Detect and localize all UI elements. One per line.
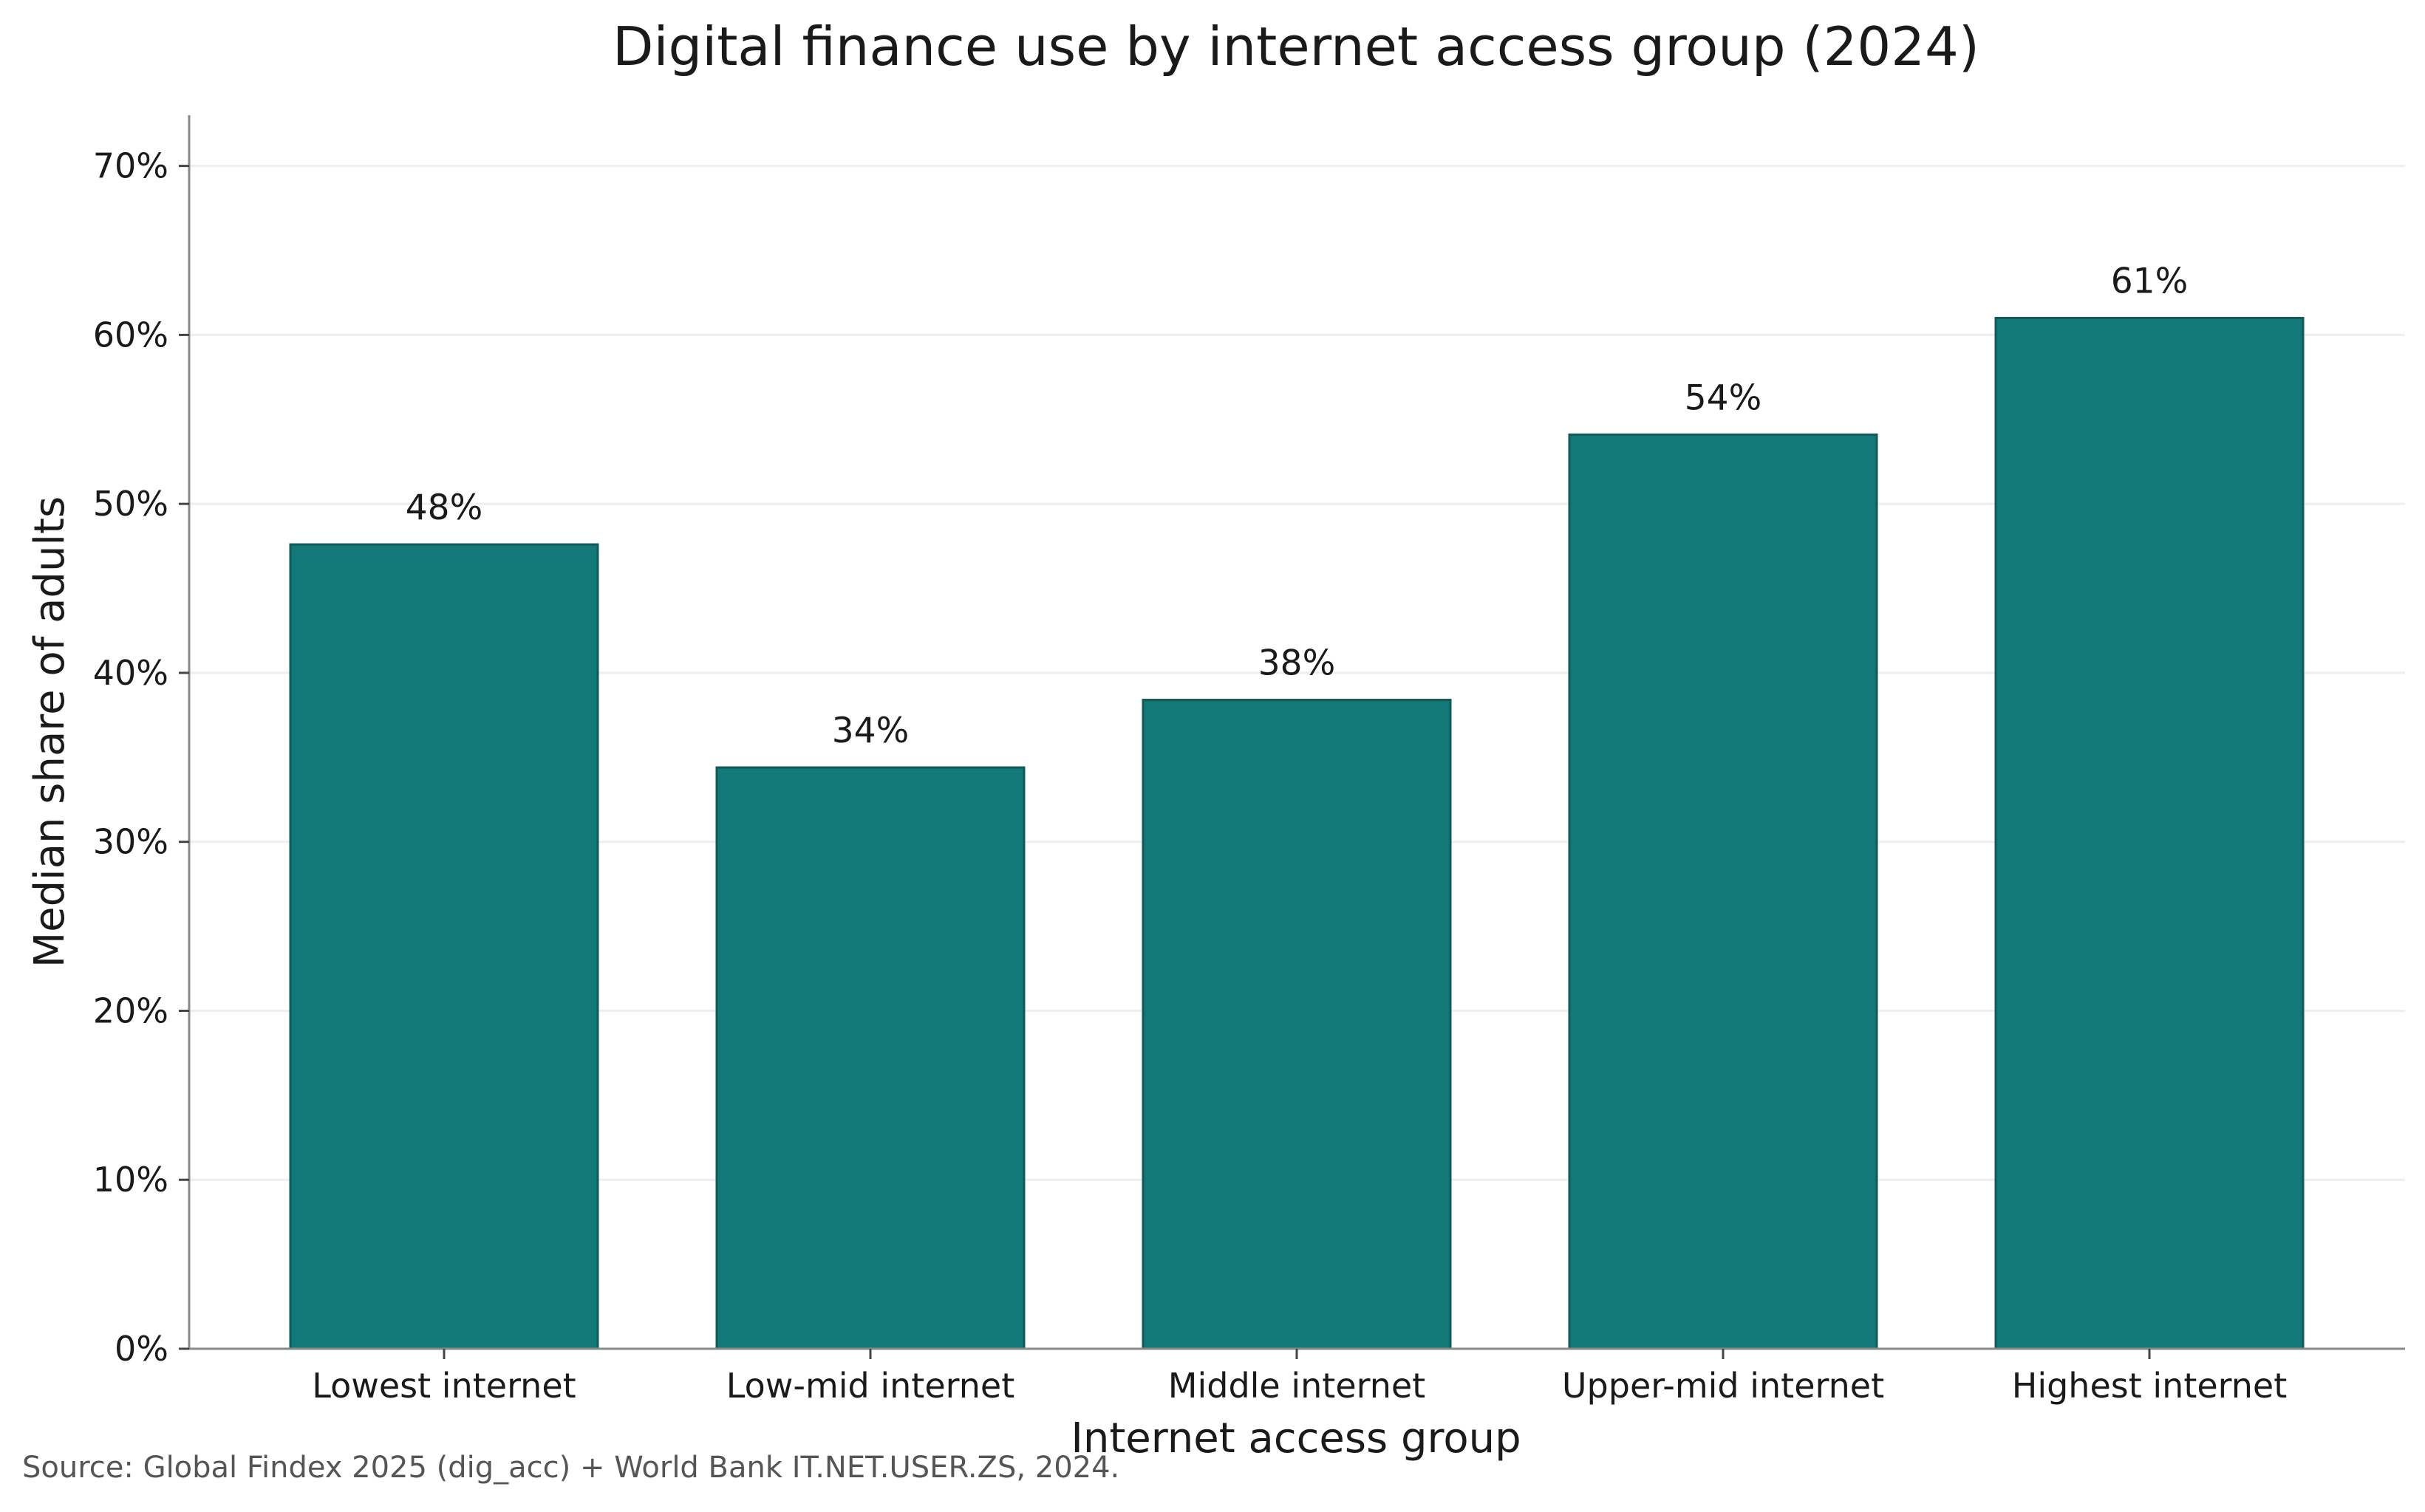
bar-value-label: 54%	[1685, 377, 1761, 418]
bar	[289, 543, 599, 1350]
x-tick-label: Upper-mid internet	[1562, 1366, 1884, 1406]
y-tick-label: 70%	[93, 146, 168, 186]
bar	[1994, 317, 2305, 1350]
y-tick-label: 40%	[93, 653, 168, 693]
x-tick-label: Lowest internet	[312, 1366, 576, 1406]
x-tick-label: Highest internet	[2012, 1366, 2288, 1406]
x-tick-label: Middle internet	[1168, 1366, 1425, 1406]
bar-value-label: 61%	[2111, 261, 2188, 302]
x-tick-label: Low-mid internet	[726, 1366, 1014, 1406]
y-tick-label: 60%	[93, 315, 168, 355]
y-axis-title: Median share of adults	[26, 496, 74, 968]
bar	[715, 766, 1026, 1350]
x-ticks: Lowest internet Low-mid internet Middle in…	[312, 1349, 2287, 1406]
bar-value-label: 38%	[1258, 643, 1335, 684]
y-tick-label: 50%	[93, 484, 168, 524]
source-note: Source: Global Findex 2025 (dig_acc) + W…	[22, 1451, 1119, 1485]
y-ticks: 0% 10% 20% 30% 40% 50% 60% 70%	[93, 146, 189, 1369]
bar-value-label: 48%	[406, 488, 482, 528]
y-tick-label: 30%	[93, 822, 168, 862]
bar	[1142, 699, 1452, 1350]
bar-value-label: 34%	[832, 711, 909, 751]
chart-title: Digital finance use by internet access g…	[613, 16, 1979, 78]
y-tick-label: 10%	[93, 1160, 168, 1200]
y-tick-label: 0%	[115, 1329, 168, 1369]
bar-value-labels: 48% 34% 38% 54% 61%	[406, 261, 2188, 752]
bar	[1568, 433, 1878, 1350]
x-axis-title: Internet access group	[1071, 1414, 1521, 1463]
y-tick-label: 20%	[93, 991, 168, 1030]
